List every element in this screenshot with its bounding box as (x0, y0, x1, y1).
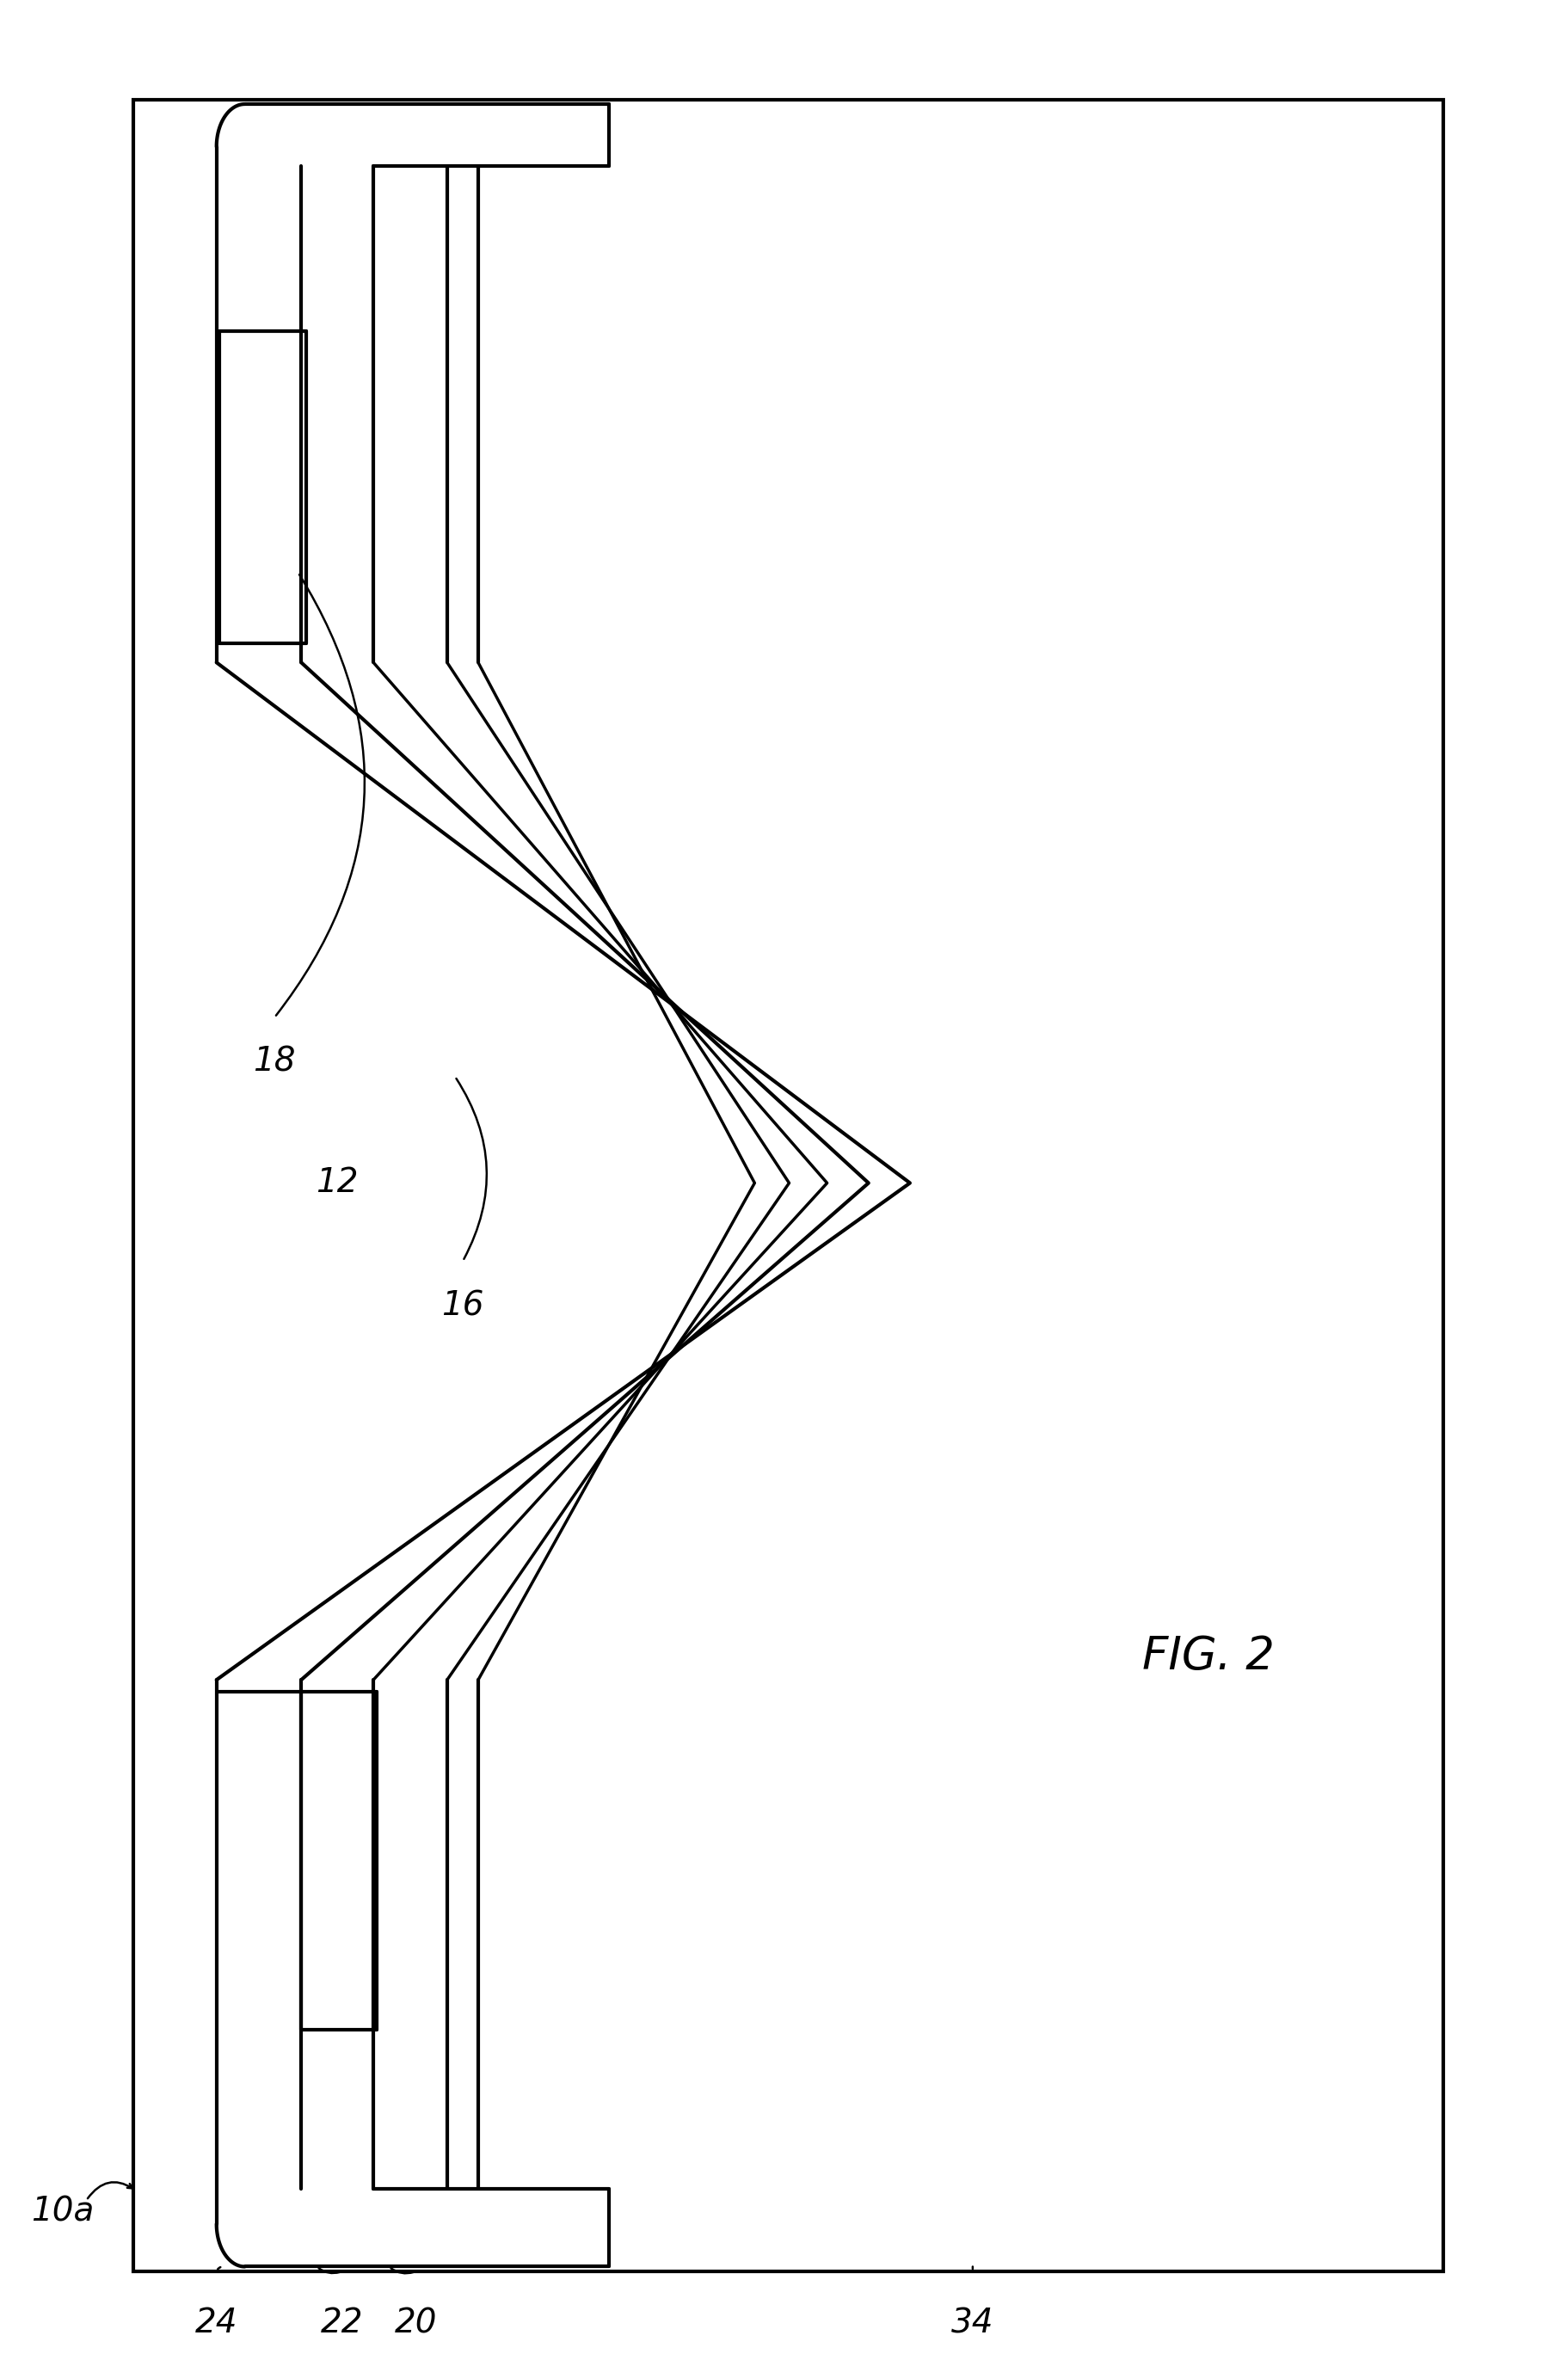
Text: 34: 34 (950, 2307, 994, 2340)
Text: 16: 16 (441, 1289, 485, 1323)
Text: 10a: 10a (31, 2196, 94, 2229)
Text: 12: 12 (315, 1166, 359, 1200)
Text: 22: 22 (320, 2307, 364, 2340)
Text: FIG. 2: FIG. 2 (1142, 1635, 1273, 1677)
Text: 20: 20 (394, 2307, 437, 2340)
Bar (133, 99, 1443, 2271)
Text: 24: 24 (194, 2307, 238, 2340)
Text: 18: 18 (252, 1046, 296, 1079)
